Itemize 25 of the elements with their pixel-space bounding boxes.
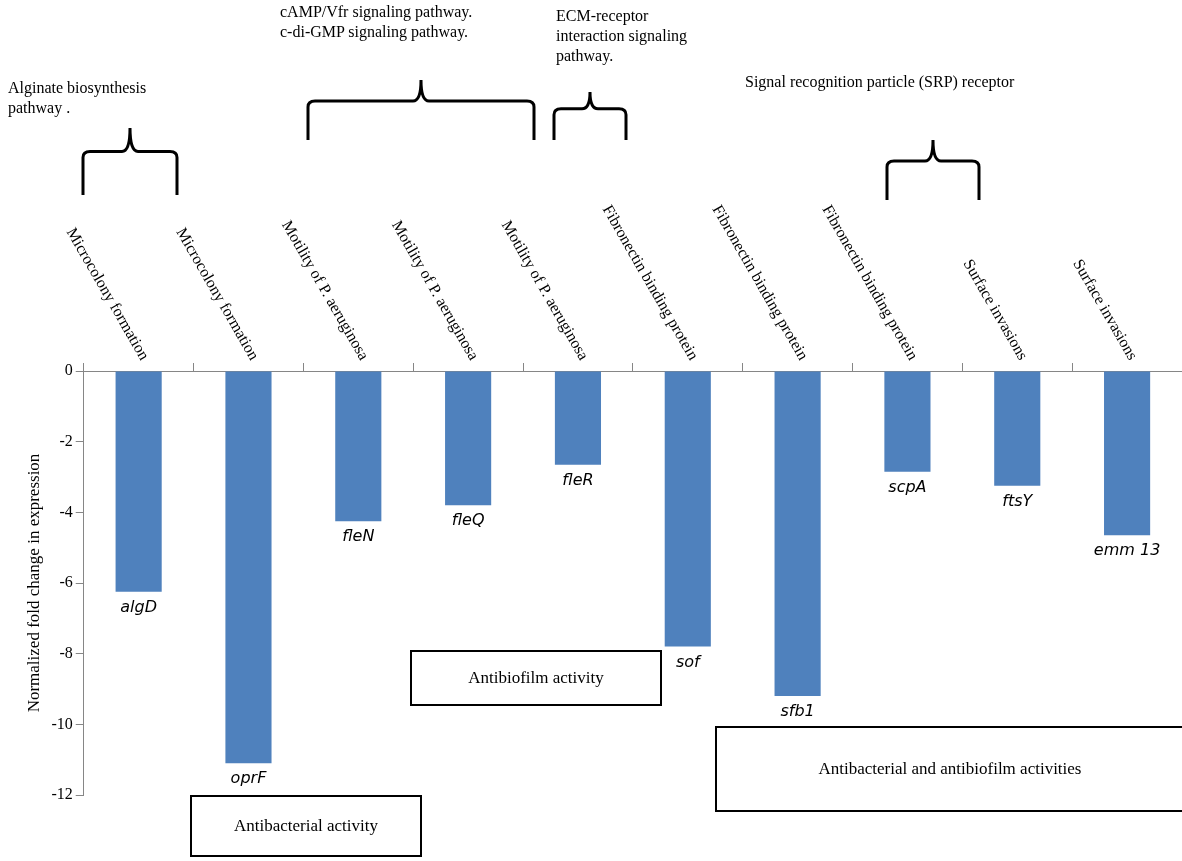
x-tick-label: algD	[120, 596, 158, 616]
text: Alginate biosynthesis pathway .	[8, 78, 147, 118]
x-tick-label: fleQ	[451, 510, 485, 530]
y-tick-label: -2	[59, 431, 73, 449]
x-tick-label: scpA	[888, 476, 927, 496]
text-box: Antibacterial and antibiofilm activities	[715, 726, 1182, 812]
y-tick-label: 0	[64, 361, 73, 379]
text-box: Antibacterial activity	[190, 795, 422, 857]
y-tick-label: -8	[59, 643, 73, 661]
x-tick-label: fleR	[562, 469, 594, 489]
y-tick-label: -4	[59, 502, 73, 520]
x-tick-label: sof	[675, 651, 703, 671]
y-tick-label: -6	[59, 573, 73, 591]
y-axis-title: Normalized fold change in expression	[23, 453, 43, 713]
x-tick-label: fleN	[342, 526, 375, 546]
y-tick-label: -10	[51, 714, 73, 732]
x-tick-label: oprF	[230, 768, 268, 788]
text: Signal recognition particle (SRP) receptor	[745, 72, 1015, 92]
x-tick-label: sfb1	[780, 701, 815, 721]
y-tick-label: -12	[51, 785, 73, 803]
text: cAMP/Vfr signaling pathway. c-di-GMP signaling pathway.	[280, 2, 473, 42]
x-tick-label: emm 13	[1093, 540, 1161, 560]
text-box: Antibiofilm activity	[410, 650, 662, 706]
text: ECM-receptor interaction signaling pathway.	[556, 6, 688, 66]
x-tick-label: ftsY	[1002, 490, 1034, 510]
